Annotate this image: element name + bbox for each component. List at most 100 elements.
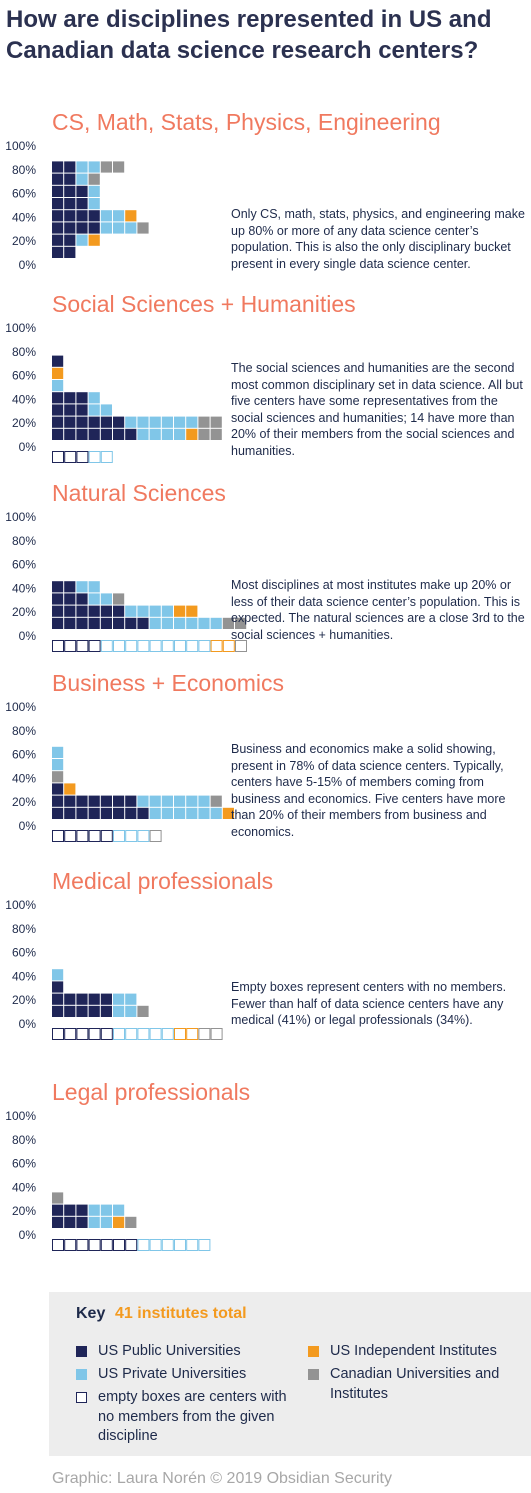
legend-swatch <box>76 1369 87 1380</box>
center-square <box>52 355 64 367</box>
center-square <box>88 795 100 807</box>
credit-line: Graphic: Laura Norén © 2019 Obsidian Sec… <box>52 1470 392 1487</box>
panel-cs-math-stats: CS, Math, Stats, Physics, Engineering 10… <box>0 108 531 288</box>
center-square <box>76 1204 88 1216</box>
center-square <box>88 234 100 246</box>
y-tick-label: 80% <box>12 1133 36 1147</box>
center-square <box>100 807 112 819</box>
center-square <box>88 404 100 416</box>
panel-title: Legal professionals <box>52 1079 251 1105</box>
center-square <box>198 617 210 629</box>
center-square <box>113 161 125 173</box>
center-square <box>52 198 64 210</box>
center-square <box>149 416 161 428</box>
center-square <box>113 222 125 234</box>
center-square <box>52 1005 64 1017</box>
center-square <box>100 605 112 617</box>
center-square <box>186 807 198 819</box>
center-square <box>149 807 161 819</box>
center-square <box>137 807 149 819</box>
empty-center-square <box>88 830 101 842</box>
center-square <box>125 605 137 617</box>
center-square <box>52 1216 64 1228</box>
center-square <box>125 617 137 629</box>
empty-center-square <box>186 1239 199 1251</box>
panel-business-economics: Business + Economics 100% 80% 60% 40% 20% 0% … <box>0 669 531 854</box>
center-square <box>52 234 64 246</box>
center-square <box>174 795 186 807</box>
center-square <box>76 581 88 593</box>
center-square <box>88 807 100 819</box>
center-square <box>64 210 76 222</box>
center-square <box>52 746 64 758</box>
center-square <box>52 416 64 428</box>
center-square <box>100 617 112 629</box>
legend-label: US Public Universities <box>98 1343 241 1359</box>
legend-swatch <box>76 1346 87 1357</box>
y-tick-label: 40% <box>12 210 36 224</box>
y-tick-label: 0% <box>19 819 37 833</box>
center-square <box>64 1204 76 1216</box>
center-square <box>76 404 88 416</box>
empty-center-square <box>222 640 235 652</box>
empty-center-square <box>186 640 199 652</box>
center-square <box>125 222 137 234</box>
center-square <box>76 993 88 1005</box>
center-square <box>198 795 210 807</box>
empty-center-square <box>161 640 174 652</box>
empty-center-square <box>125 1028 138 1040</box>
center-square <box>64 1216 76 1228</box>
center-square <box>64 246 76 258</box>
center-square <box>88 185 100 197</box>
legend-label: US Independent Institutes <box>330 1343 497 1359</box>
y-tick-label: 0% <box>19 629 37 643</box>
center-square <box>52 185 64 197</box>
center-square <box>113 416 125 428</box>
panel-title: Natural Sciences <box>52 480 226 506</box>
center-square <box>64 161 76 173</box>
y-tick-label: 60% <box>12 369 36 383</box>
center-square <box>174 807 186 819</box>
center-square <box>52 807 64 819</box>
center-square <box>198 807 210 819</box>
y-tick-label: 20% <box>12 993 36 1007</box>
center-square <box>76 605 88 617</box>
y-tick-label: 80% <box>12 534 36 548</box>
empty-center-square <box>52 1028 64 1040</box>
unit-chart: 100% 80% 60% 40% 20% 0% <box>5 139 149 272</box>
center-square <box>64 198 76 210</box>
center-square <box>52 222 64 234</box>
y-tick-label: 40% <box>12 969 36 983</box>
center-square <box>88 198 100 210</box>
center-square <box>88 1216 100 1228</box>
center-square <box>52 593 64 605</box>
empty-center-square <box>100 451 113 463</box>
center-square <box>76 428 88 440</box>
y-tick-label: 80% <box>12 922 36 936</box>
center-square <box>210 617 222 629</box>
center-square <box>52 404 64 416</box>
empty-center-square <box>100 830 113 842</box>
center-square <box>113 428 125 440</box>
empty-center-square <box>149 830 162 842</box>
center-square <box>64 404 76 416</box>
center-square <box>52 1192 64 1204</box>
center-square <box>64 392 76 404</box>
empty-center-square <box>76 451 89 463</box>
empty-center-square <box>161 1028 174 1040</box>
center-square <box>174 617 186 629</box>
empty-center-square <box>113 1239 125 1251</box>
unit-chart: 100% 80% 60% 40% 20% 0% <box>5 321 222 463</box>
center-square <box>52 173 64 185</box>
y-tick-label: 80% <box>12 345 36 359</box>
center-square <box>161 605 173 617</box>
empty-center-square <box>64 451 77 463</box>
center-square <box>222 617 234 629</box>
center-square <box>100 428 112 440</box>
y-tick-label: 100% <box>5 321 36 335</box>
center-square <box>64 795 76 807</box>
empty-center-square <box>210 640 223 652</box>
empty-center-square <box>52 640 64 652</box>
center-square <box>52 783 64 795</box>
center-square <box>222 807 234 819</box>
